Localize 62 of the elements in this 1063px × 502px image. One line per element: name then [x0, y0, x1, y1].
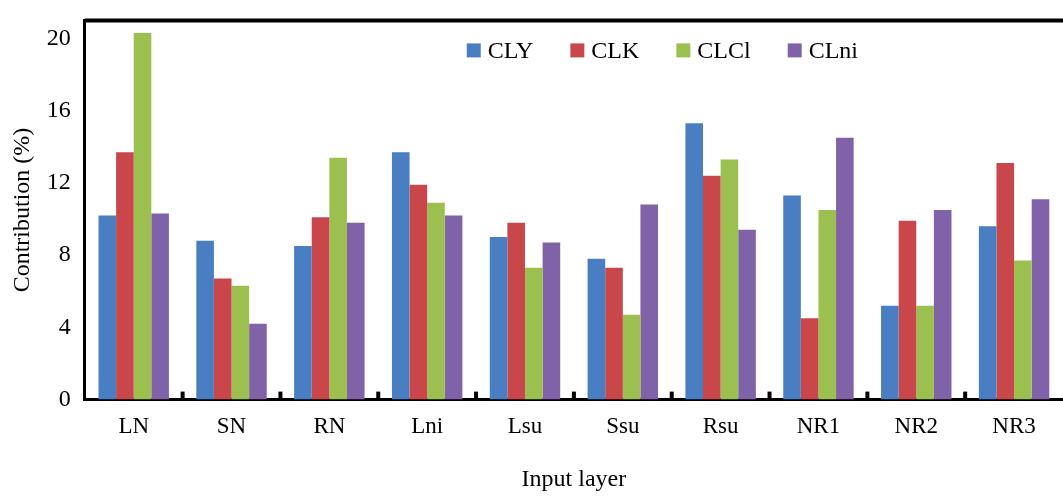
y-tick-label: 8	[58, 240, 71, 267]
bar	[542, 242, 561, 400]
bar	[881, 305, 899, 400]
bar	[738, 229, 756, 400]
bar	[116, 152, 134, 400]
bar	[409, 184, 428, 400]
bar	[916, 305, 934, 400]
bar	[818, 210, 837, 400]
x-tick-label: Lni	[411, 413, 444, 439]
bar	[489, 237, 508, 400]
bar	[685, 123, 704, 400]
bar	[196, 240, 214, 400]
x-tick-label: Ssu	[606, 413, 640, 439]
y-tick-label: 16	[46, 95, 71, 122]
bar	[703, 175, 721, 400]
bar	[249, 323, 267, 400]
x-tick-label: Rsu	[702, 413, 740, 439]
bar	[1031, 199, 1050, 400]
bar	[720, 159, 739, 400]
bar	[311, 217, 330, 400]
bar	[996, 163, 1015, 400]
bar	[346, 222, 365, 400]
y-tick-label: 12	[46, 168, 71, 195]
bar	[640, 204, 659, 400]
bar	[524, 267, 543, 400]
bar	[800, 318, 819, 400]
x-tick-label: NR2	[894, 413, 938, 439]
bar	[444, 215, 463, 400]
bar	[978, 226, 997, 400]
y-axis-title: Contribution (%)	[7, 127, 34, 293]
bar	[98, 215, 117, 400]
bar	[783, 195, 801, 400]
x-tick-label: SN	[216, 413, 247, 439]
bar	[391, 152, 410, 400]
bar	[898, 220, 917, 400]
bar	[933, 210, 952, 400]
bar	[1014, 260, 1032, 400]
bar	[507, 222, 525, 400]
legend-label: CLni	[808, 36, 859, 63]
x-tick-label: Lsu	[507, 413, 543, 439]
bar	[836, 137, 854, 400]
y-tick-label: 20	[46, 23, 71, 50]
bar	[151, 213, 169, 400]
bar	[605, 267, 623, 400]
bar	[622, 314, 641, 400]
bar	[587, 258, 606, 400]
legend-label: CLY	[487, 36, 534, 63]
bar	[133, 33, 152, 400]
x-tick-label: NR1	[796, 413, 841, 439]
y-tick-label: 4	[58, 312, 71, 339]
bar	[329, 157, 347, 400]
x-axis-title: Input layer	[521, 464, 627, 491]
bar	[427, 202, 445, 400]
bar	[294, 246, 312, 400]
legend-label: CLCl	[697, 36, 752, 63]
legend-label: CLK	[591, 36, 641, 63]
x-tick-label: RN	[313, 413, 346, 439]
bar	[231, 285, 250, 400]
bar	[213, 278, 232, 400]
y-tick-label: 0	[58, 384, 71, 411]
x-tick-label: LN	[118, 413, 150, 439]
x-tick-label: NR3	[992, 413, 1036, 439]
